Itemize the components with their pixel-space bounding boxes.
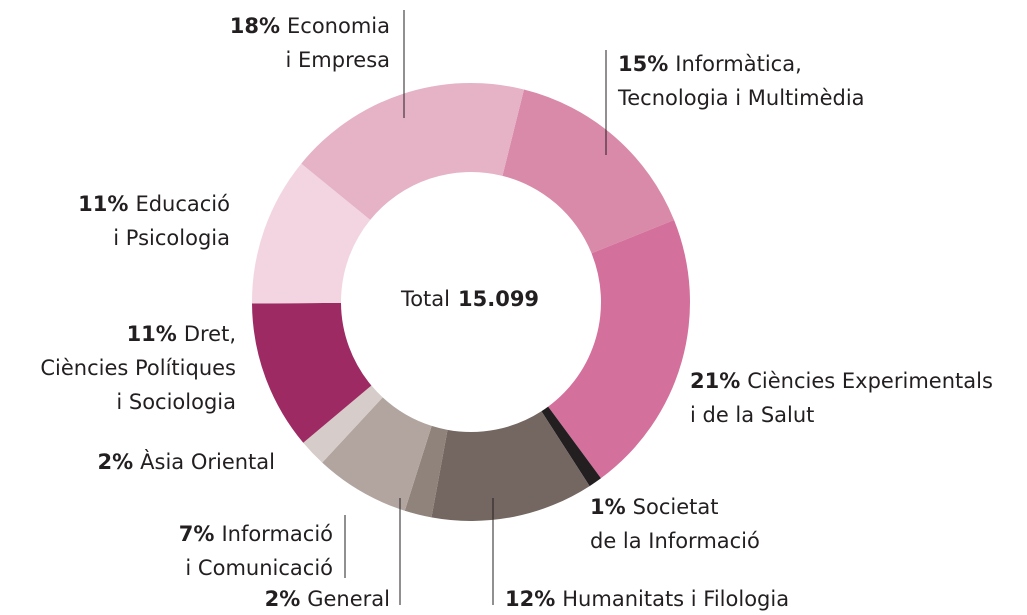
slice-percent: 18%: [230, 14, 280, 38]
slice-name: Economia: [287, 14, 390, 38]
donut-segment: [541, 406, 601, 487]
slice-name: General: [307, 587, 390, 611]
slice-label: 2% Àsia Oriental: [97, 449, 275, 474]
donut-segment: [303, 385, 383, 463]
slice-percent: 2%: [97, 450, 133, 474]
slice-percent: 21%: [690, 369, 740, 393]
slice-percent: 11%: [78, 192, 128, 216]
slice-name: Societat: [633, 495, 719, 519]
center-text: Total: [400, 287, 450, 311]
slice-name: i de la Salut: [690, 403, 814, 427]
donut-segment: [252, 302, 372, 443]
slice-percent: 2%: [265, 587, 301, 611]
slice-label: 7% Informació i Comunicació: [179, 522, 333, 580]
slice-label: 11% Dret, Ciències Polítiques i Sociologia: [40, 322, 236, 414]
donut-segment: [322, 397, 432, 511]
slice-name: Humanitats i Filologia: [562, 587, 789, 611]
slice-label: 11% Educació i Psicologia: [78, 192, 230, 250]
slice-label: 1% Societat de la Informació: [590, 495, 760, 553]
slice-label: 12% Humanitats i Filologia: [505, 587, 789, 611]
center-total: 15.099: [458, 287, 539, 311]
slice-name: Ciències Experimentals: [747, 369, 993, 393]
slice-label: 15% Informàtica, Tecnologia i Multimèdia: [617, 52, 865, 110]
slice-label: 21% Ciències Experimentals i de la Salut: [690, 369, 993, 427]
slice-label: 18% Economia i Empresa: [230, 14, 390, 72]
donut-segment: [404, 425, 448, 518]
slice-name: Educació: [135, 192, 230, 216]
slice-name: Dret,: [184, 322, 236, 346]
slice-name: Informació: [221, 522, 333, 546]
slice-percent: 11%: [127, 322, 177, 346]
slice-name: Tecnologia i Multimèdia: [617, 86, 865, 110]
slice-percent: 7%: [179, 522, 215, 546]
center-label: Total 15.099: [400, 287, 539, 311]
slice-name: i Empresa: [286, 48, 390, 72]
slice-name: Àsia Oriental: [140, 449, 275, 474]
slice-percent: 12%: [505, 587, 555, 611]
slice-name: i Comunicació: [185, 556, 333, 580]
slice-name: i Psicologia: [113, 226, 230, 250]
slice-label: 2% General: [265, 587, 390, 611]
slice-name: de la Informació: [590, 529, 760, 553]
donut-segment: [252, 163, 371, 304]
donut-segment: [431, 411, 590, 521]
slice-name: Informàtica,: [675, 52, 802, 76]
donut-segment: [548, 219, 691, 479]
slice-percent: 1%: [590, 495, 626, 519]
donut-segment: [301, 82, 524, 220]
donut-segment: [502, 89, 675, 254]
slice-name: i Sociologia: [116, 390, 236, 414]
slice-percent: 15%: [618, 52, 668, 76]
slice-name: Ciències Polítiques: [40, 356, 236, 380]
